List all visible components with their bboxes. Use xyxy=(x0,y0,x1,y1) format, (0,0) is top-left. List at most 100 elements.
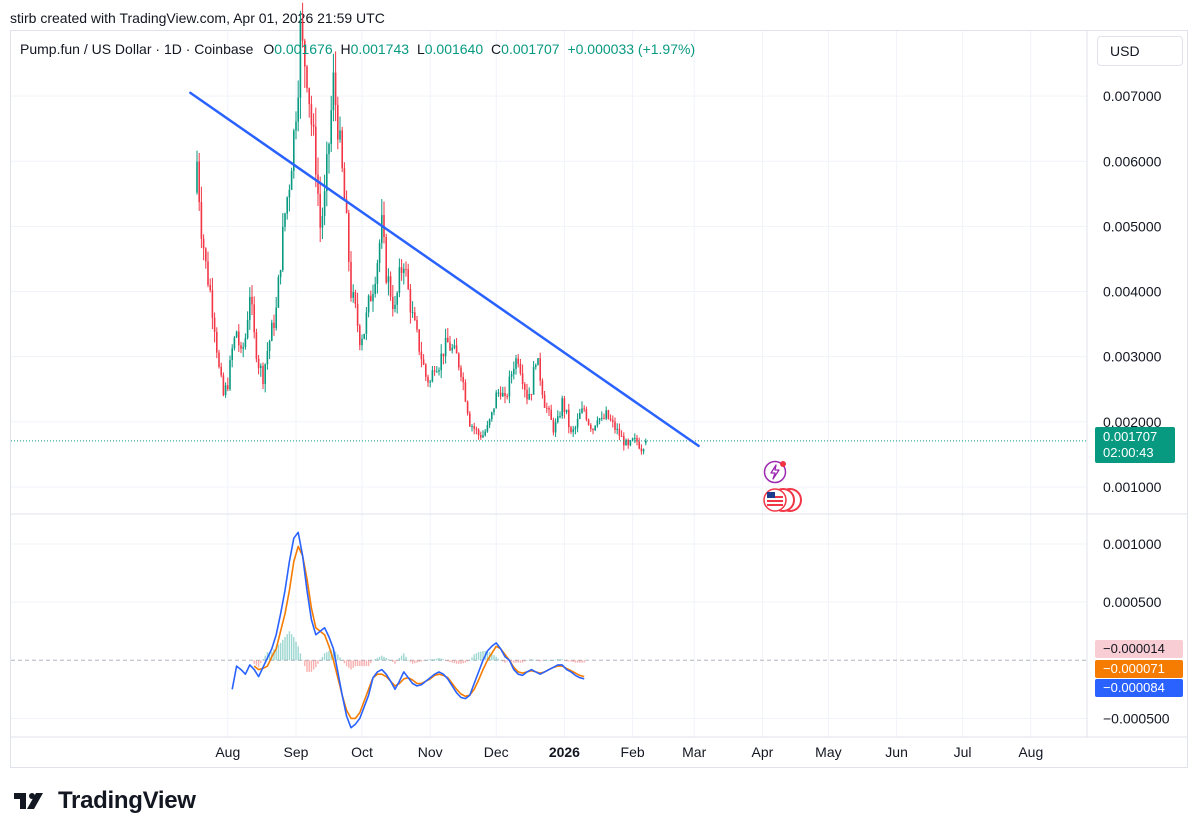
candle-body xyxy=(517,358,519,364)
macd-histogram-bar xyxy=(515,660,517,663)
footer-brand[interactable]: TradingView xyxy=(14,786,196,816)
macd-histogram-bar xyxy=(392,660,394,663)
macd-histogram-bar xyxy=(583,660,585,663)
macd-histogram-bar xyxy=(568,660,570,662)
candle-body xyxy=(453,345,456,348)
candle-body xyxy=(504,392,506,396)
candle-body xyxy=(293,130,295,171)
candle-body xyxy=(587,419,590,425)
candle-body xyxy=(273,322,275,329)
candle-body xyxy=(548,407,550,410)
lightning-event-icon[interactable] xyxy=(763,460,789,491)
price-tick-label: 0.004000 xyxy=(1103,284,1162,300)
candle-body xyxy=(218,352,220,367)
candle-body xyxy=(574,427,577,430)
macd-histogram-bar xyxy=(502,660,504,662)
macd-histogram-bar xyxy=(378,656,381,661)
symbol-title: Pump.fun / US Dollar · 1D · Coinbase xyxy=(20,41,254,57)
macd-histogram-bar xyxy=(548,660,550,661)
candle-body xyxy=(222,375,225,396)
trendline xyxy=(189,91,700,448)
candle-body xyxy=(257,358,260,369)
candle-body xyxy=(200,202,203,239)
candle-body xyxy=(634,437,636,439)
candle-body xyxy=(240,345,242,349)
candle-body xyxy=(275,307,277,329)
candle-body xyxy=(394,304,396,310)
candle-body xyxy=(572,429,574,433)
time-tick-label: May xyxy=(815,744,841,760)
macd-histogram-bar xyxy=(416,660,418,663)
candle-body xyxy=(356,303,359,326)
macd-histogram-bar xyxy=(385,657,387,661)
candle-body xyxy=(596,420,599,426)
candle-body xyxy=(510,374,513,377)
time-tick-label: Dec xyxy=(484,744,509,760)
macd-histogram-bar xyxy=(431,659,434,661)
macd-histogram-bar xyxy=(473,654,475,661)
macd-histogram-bar xyxy=(332,648,335,661)
macd-histogram-bar xyxy=(442,659,445,661)
candle-body xyxy=(326,154,328,192)
candle-body xyxy=(629,440,632,446)
macd-histogram-bar xyxy=(572,660,574,663)
time-tick-label: Feb xyxy=(621,744,645,760)
candle-body xyxy=(568,409,570,428)
macd-histogram-bar xyxy=(407,660,409,661)
candle-body xyxy=(420,351,423,360)
macd-histogram-bar xyxy=(427,659,429,661)
time-tick-label: 2026 xyxy=(549,744,580,760)
candle-body xyxy=(308,88,310,105)
macd-histogram-bar xyxy=(537,660,539,661)
candle-body xyxy=(431,370,434,382)
macd-histogram-bar xyxy=(475,653,478,661)
candle-body xyxy=(583,408,585,410)
macd-histogram-bar xyxy=(253,660,255,664)
macd-histogram-bar xyxy=(288,631,291,661)
candle-body xyxy=(433,370,436,372)
candle-body xyxy=(352,292,354,298)
candle-body xyxy=(480,435,482,438)
time-tick-label: Sep xyxy=(284,744,309,760)
candle-body xyxy=(497,392,500,394)
candle-body xyxy=(513,368,515,375)
macd-histogram-bar xyxy=(389,660,392,661)
macd-histogram-bar xyxy=(326,652,328,661)
candle-body xyxy=(290,170,293,190)
candle-body xyxy=(559,416,561,418)
trendline-layer xyxy=(189,91,700,448)
candle-body xyxy=(530,393,533,395)
macd-histogram-bar xyxy=(469,660,471,661)
macd-histogram-bar xyxy=(339,657,341,661)
candle-body xyxy=(350,261,352,298)
current-price-value: 0.001707 xyxy=(1103,429,1158,444)
tradingview-logo-icon xyxy=(14,793,43,809)
bar-countdown: 02:00:43 xyxy=(1103,445,1154,460)
macd-line-tag: −0.000084 xyxy=(1095,679,1183,697)
macd-histogram-bar xyxy=(451,660,453,663)
candle-body xyxy=(220,366,222,376)
candle-body xyxy=(337,104,339,140)
us-flag-event-icon[interactable] xyxy=(763,487,805,520)
candle-body xyxy=(244,338,247,347)
macd-histogram-bar xyxy=(374,659,376,661)
macd-histogram-bar xyxy=(440,658,442,661)
candle-body xyxy=(607,410,610,419)
candle-body xyxy=(392,296,394,310)
candle-body xyxy=(253,304,255,333)
macd-histogram-bar xyxy=(444,660,447,661)
candle-body xyxy=(475,428,478,430)
macd-histogram-bar xyxy=(482,650,484,661)
macd-histogram-bar xyxy=(524,660,526,662)
macd-histogram-bar xyxy=(403,653,405,661)
macd-histogram-bar xyxy=(554,659,557,661)
currency-button[interactable]: USD xyxy=(1097,36,1183,66)
macd-histogram-bar xyxy=(334,651,337,661)
candle-body xyxy=(570,427,572,433)
macd-histogram-bar xyxy=(387,659,390,661)
macd-histogram-bar xyxy=(480,651,482,661)
macd-histogram-bar xyxy=(398,657,401,661)
macd-histogram-bar xyxy=(519,660,522,663)
candle-body xyxy=(330,110,332,144)
